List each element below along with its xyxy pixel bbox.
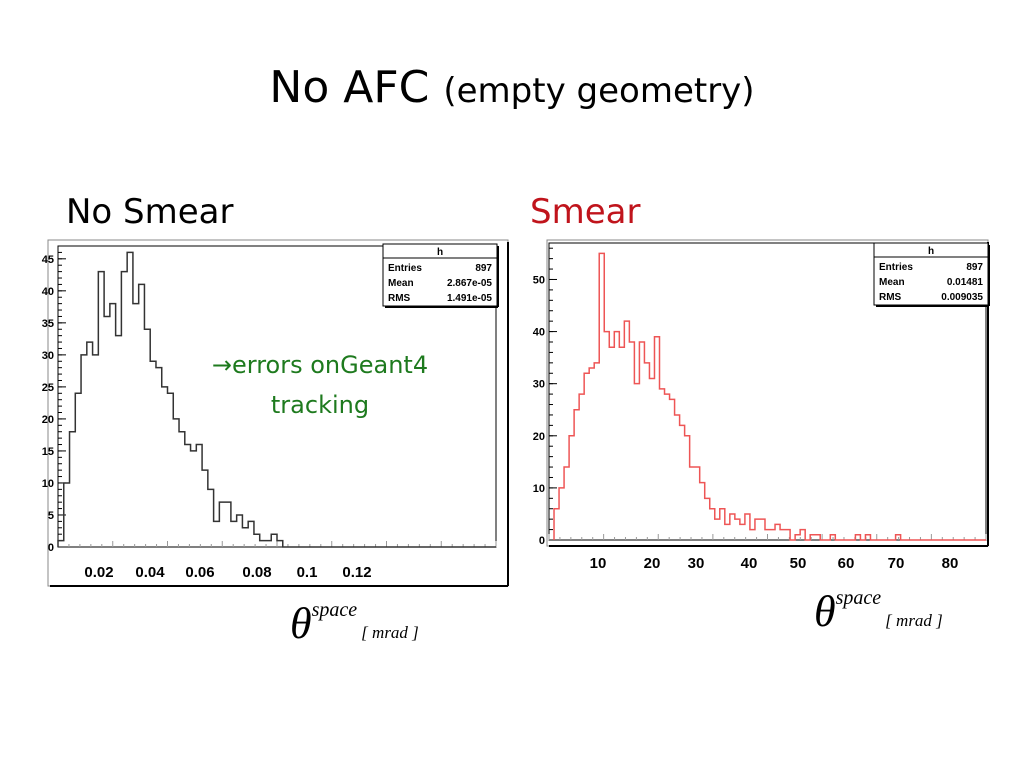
right-y-tick-label: 40 <box>533 327 545 339</box>
left-y-tick-label: 30 <box>42 350 54 362</box>
annotation-text-2: tracking <box>270 391 370 419</box>
left-x-tick-label: 0.12 <box>342 564 371 581</box>
left-panel-label: No Smear <box>66 192 234 232</box>
left-x-tick-label: 0.02 <box>84 564 113 581</box>
right-stats-value: 0.009035 <box>941 292 983 303</box>
right-x-tick-label: 10 <box>590 555 607 572</box>
right-stats-label: RMS <box>879 292 902 303</box>
left-xlabel-unit: [ mrad ] <box>361 623 419 642</box>
right-xlabel-unit: [ mrad ] <box>885 611 943 630</box>
right-y-tick-label: 50 <box>533 274 545 286</box>
left-stats-value: 2.867e-05 <box>447 278 492 289</box>
left-y-tick-label: 10 <box>42 478 54 490</box>
left-stats-label: Mean <box>388 278 414 289</box>
right-stats-label: Entries <box>879 262 913 273</box>
right-x-tick-label: 30 <box>688 555 705 572</box>
right-panel-label: Smear <box>530 192 641 232</box>
right-x-tick-label: 80 <box>942 555 959 572</box>
left-y-tick-label: 5 <box>48 510 54 522</box>
right-x-tick-label: 60 <box>838 555 855 572</box>
right-stats-value: 0.01481 <box>947 277 984 288</box>
left-stats-label: RMS <box>388 293 411 304</box>
slide-title-main: No AFC <box>269 62 430 113</box>
right-y-tick-label: 10 <box>533 483 545 495</box>
annotation-text-1: errors onGeant4 <box>232 351 429 379</box>
left-stats-value: 897 <box>475 263 492 274</box>
left-xlabel-symbol: θ <box>290 599 312 648</box>
left-x-tick-label: 0.1 <box>297 564 318 581</box>
left-x-axis-label: θspace [ mrad ] <box>290 598 419 649</box>
left-y-tick-label: 45 <box>42 254 54 266</box>
left-stats-box <box>382 243 498 307</box>
right-y-tick-label: 20 <box>533 431 545 443</box>
left-histogram-svg: 0 5 10 15 20 25 30 35 40 45 0.02 0.04 0.06 0.08 0.1 0.1… <box>42 239 509 587</box>
right-x-tick-label: 40 <box>741 555 758 572</box>
right-y-tick-label: 0 <box>539 535 545 547</box>
left-stats-value: 1.491e-05 <box>447 293 492 304</box>
left-xlabel-sup: space <box>311 599 358 621</box>
right-stats-value: 897 <box>966 262 983 273</box>
left-histogram: 0 5 10 15 20 25 30 35 40 45 0.02 0.04 0.06 0.08 0.1 0.1… <box>10 238 510 588</box>
right-histogram-line <box>553 252 986 541</box>
left-y-tick-label: 25 <box>42 382 54 394</box>
slide-title: No AFC (empty geometry) <box>0 62 1024 113</box>
left-histogram-line <box>57 251 496 548</box>
left-y-tick-label: 20 <box>42 414 54 426</box>
right-xlabel-sup: space <box>835 587 882 609</box>
left-stats-title: h <box>437 247 443 258</box>
annotation-note: →errors onGeant4 tracking <box>185 345 455 425</box>
right-x-tick-label: 50 <box>790 555 807 572</box>
right-xlabel-symbol: θ <box>814 587 836 636</box>
left-stats-label: Entries <box>388 263 422 274</box>
left-y-tick-label: 35 <box>42 318 54 330</box>
right-x-tick-label: 70 <box>888 555 905 572</box>
left-y-tick-label: 0 <box>48 542 54 554</box>
slide-title-sub: (empty geometry) <box>443 71 755 111</box>
right-stats-label: Mean <box>879 277 905 288</box>
right-histogram: 0 10 20 30 40 50 10 20 30 40 50 60 70 80 h Entries 897 Me… <box>510 238 1010 578</box>
right-histogram-svg: 0 10 20 30 40 50 10 20 30 40 50 60 70 80 h Entries 897 Me… <box>533 239 990 572</box>
right-stats-box <box>873 242 989 306</box>
left-x-tick-label: 0.04 <box>135 564 165 581</box>
right-y-tick-label: 30 <box>533 379 545 391</box>
left-x-tick-label: 0.06 <box>185 564 214 581</box>
right-x-axis-label: θspace [ mrad ] <box>814 586 943 637</box>
left-x-tick-label: 0.08 <box>242 564 271 581</box>
right-x-tick-label: 20 <box>644 555 661 572</box>
left-y-tick-label: 15 <box>42 446 54 458</box>
annotation-line-1: →errors onGeant4 <box>185 345 455 385</box>
arrow-icon: → <box>211 351 232 379</box>
right-stats-title: h <box>928 246 934 257</box>
left-y-tick-label: 40 <box>42 286 54 298</box>
